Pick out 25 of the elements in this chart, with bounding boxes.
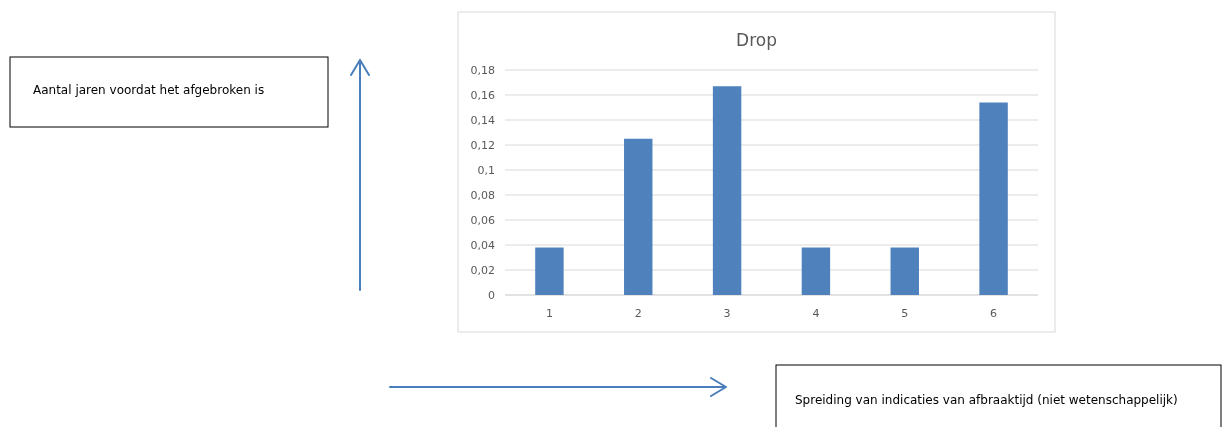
y-tick-label: 0,06: [470, 214, 495, 227]
y-tick-label: 0: [488, 289, 495, 302]
bar: [801, 247, 831, 295]
x-tick-label: 2: [634, 307, 642, 320]
bar: [624, 138, 653, 295]
x-tick-label: 1: [545, 307, 553, 320]
bar: [979, 102, 1008, 295]
y-tick-label: 0,02: [470, 264, 495, 277]
x-tick-label: 5: [901, 307, 909, 320]
x-tick-label: 4: [812, 307, 820, 320]
y-tick-label: 0,16: [470, 89, 495, 102]
bar: [712, 86, 742, 295]
y-tick-label: 0,08: [470, 189, 495, 202]
y-tick-label: 0,18: [470, 64, 495, 77]
text: Spreiding van indicaties van afbraaktijd (niet wetenschappelijk): [795, 393, 1178, 407]
bar: [535, 247, 564, 295]
y-tick-label: 0,14: [470, 114, 495, 127]
y-tick-label: 0,04: [470, 239, 495, 252]
y-tick-label: 0,1: [477, 164, 495, 177]
x-tick-label: 3: [723, 307, 731, 320]
chart-title: Drop: [736, 30, 777, 50]
y-tick-label: 0,12: [470, 139, 495, 152]
bar: [890, 247, 919, 295]
text: Aantal jaren voordat het afgebroken is: [33, 83, 265, 97]
x-tick-label: 6: [990, 307, 998, 320]
